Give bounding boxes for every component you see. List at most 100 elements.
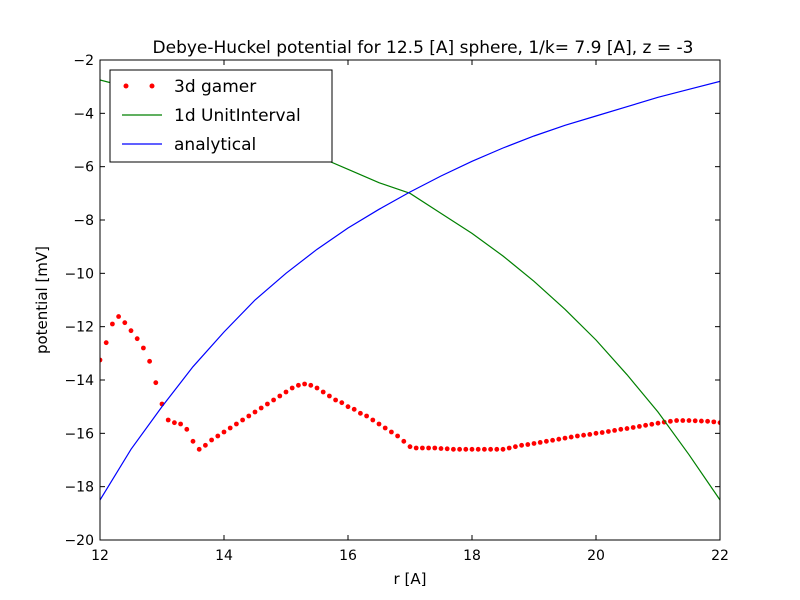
series-0-point-56: [444, 446, 450, 452]
series-0-point-96: [692, 418, 698, 424]
x-tick-label-1: 14: [215, 548, 233, 564]
y-tick-label-9: −2: [73, 53, 94, 69]
legend-entry-2: analytical: [122, 135, 256, 155]
series-0-point-71: [537, 440, 543, 445]
y-tick-label-0: −20: [64, 533, 94, 549]
series-0-point-42: [358, 410, 363, 416]
series-0-point-43: [364, 413, 369, 419]
series-0-point-1: [103, 340, 109, 346]
series-0-point-64: [494, 446, 500, 452]
x-tick-label-3: 18: [463, 548, 481, 564]
legend-entry-0: 3d gamer: [123, 77, 256, 97]
series-0-point-20: [221, 429, 227, 435]
series-0-point-41: [351, 406, 357, 412]
series-0-point-22: [234, 421, 239, 427]
y-axis-label: potential [mV]: [33, 246, 51, 354]
series-0-point-37: [327, 393, 332, 399]
series-0-point-72: [544, 438, 549, 444]
y-tick-label-3: −14: [64, 373, 94, 389]
series-0-point-3: [116, 314, 121, 319]
y-tick-label-1: −18: [64, 480, 94, 496]
y-tick-label-5: −10: [64, 266, 94, 282]
series-0-point-83: [612, 428, 617, 433]
legend: 3d gamer 1d UnitInterval analytical: [109, 69, 333, 163]
y-tick-label-8: −4: [73, 106, 94, 122]
series-0-point-26: [258, 405, 264, 411]
series-0-point-5: [128, 328, 134, 334]
series-0-point-51: [413, 445, 419, 451]
series-0-points: [100, 314, 720, 452]
y-tick-label-7: −6: [73, 160, 94, 176]
legend-box: [109, 69, 333, 163]
y-tick-label-4: −12: [64, 320, 94, 336]
series-0-point-50: [407, 444, 413, 450]
y-tick-label-6: −8: [73, 213, 94, 229]
series-0-point-93: [674, 418, 679, 423]
series-0-point-27: [265, 401, 270, 407]
series-0-point-40: [345, 404, 351, 410]
series-0-point-87: [637, 424, 642, 429]
series-0-point-48: [395, 433, 400, 439]
series-0-point-59: [463, 446, 469, 452]
series-0-point-88: [643, 422, 648, 428]
series-0-point-44: [370, 417, 376, 423]
series-0-point-66: [506, 445, 512, 451]
series-0-point-82: [606, 429, 611, 434]
series-0-point-75: [562, 435, 568, 441]
series-0-point-99: [711, 419, 717, 425]
series-0-point-92: [668, 418, 673, 424]
series-0-point-36: [320, 389, 326, 395]
series-2-line: [100, 80, 720, 501]
series-0-point-31: [289, 385, 295, 391]
series-0-point-53: [426, 445, 431, 451]
series-0-point-81: [599, 430, 605, 435]
series-0-point-94: [680, 418, 686, 423]
chart-title: Debye-Huckel potential for 12.5 [A] sphe…: [153, 38, 694, 58]
series-0-point-30: [283, 389, 289, 395]
series-0-point-14: [184, 426, 190, 432]
series-0-point-57: [451, 446, 456, 452]
series-0-point-17: [203, 442, 208, 448]
series-0-point-28: [271, 397, 276, 403]
series-0-point-18: [209, 437, 215, 443]
series-0-point-61: [475, 446, 481, 452]
series-0-point-6: [134, 336, 140, 342]
series-0-point-55: [438, 446, 444, 451]
series-0-point-15: [190, 438, 196, 444]
legend-label-2: analytical: [174, 135, 256, 155]
series-0-point-97: [699, 418, 704, 424]
series-0-point-9: [153, 380, 159, 386]
series-0-point-16: [196, 446, 202, 452]
series-0-point-33: [302, 381, 307, 387]
legend-marker-0-a: [123, 83, 129, 89]
series-0-point-91: [661, 419, 667, 425]
series-0-point-39: [339, 400, 345, 406]
series-0-point-32: [296, 382, 301, 388]
series-0-point-89: [649, 421, 655, 427]
series-0-point-90: [655, 420, 661, 426]
series-0-point-11: [165, 417, 171, 423]
series-0-point-65: [500, 446, 506, 452]
series-0-point-78: [581, 432, 586, 438]
legend-marker-0-b: [149, 83, 155, 89]
series-0-point-2: [110, 321, 115, 327]
series-0-point-4: [122, 320, 128, 326]
series-0-point-69: [525, 442, 531, 447]
series-0-point-54: [432, 445, 438, 451]
y-tick-label-2: −16: [64, 426, 94, 442]
series-0-point-85: [624, 426, 630, 431]
series-0-point-46: [382, 425, 388, 431]
x-tick-label-5: 22: [711, 548, 729, 564]
series-0-point-60: [469, 446, 475, 452]
series-0-point-47: [389, 429, 394, 435]
legend-label-0: 3d gamer: [174, 77, 256, 97]
series-0-point-84: [618, 426, 624, 432]
series-0-point-79: [587, 432, 593, 437]
series-0-point-23: [240, 417, 246, 423]
x-axis-label: r [A]: [394, 570, 427, 588]
series-0-point-38: [333, 397, 338, 403]
x-tick-label-4: 20: [587, 548, 605, 564]
series-0-point-0: [100, 357, 103, 363]
series-0-point-95: [686, 418, 692, 423]
